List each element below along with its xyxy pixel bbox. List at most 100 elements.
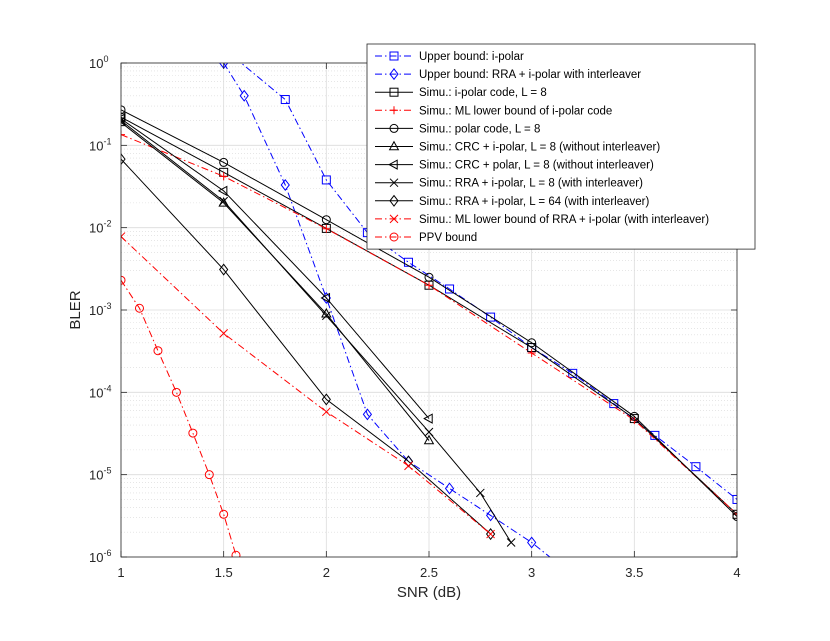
data-point (220, 45, 228, 53)
series-5 (121, 105, 737, 522)
legend-marker (389, 194, 399, 207)
data-point (425, 281, 433, 290)
data-point (527, 338, 537, 348)
legend-marker (388, 140, 400, 151)
data-point (362, 408, 373, 421)
data-point (321, 407, 331, 417)
data-point (219, 509, 229, 519)
data-point (320, 292, 331, 304)
legend-label: Simu.: RRA + i-polar, L = 64 (with inter… (419, 196, 649, 208)
x-tick-label: 3.5 (625, 565, 643, 580)
data-point (424, 427, 434, 437)
data-point (424, 272, 434, 282)
data-point (121, 275, 126, 285)
x-axis-label: SNR (dB) (397, 584, 461, 601)
data-point (321, 175, 331, 185)
legend-marker (389, 87, 399, 97)
data-point (188, 428, 198, 438)
x-tick-label: 3 (528, 565, 535, 580)
legend-entry: Upper bound: RRA + i-polar with interlea… (375, 68, 641, 81)
x-tick-label: 4 (733, 565, 740, 580)
data-point (569, 570, 577, 580)
data-point (121, 153, 126, 166)
data-point (423, 413, 433, 424)
data-point (121, 113, 125, 125)
legend-entry: Simu.: ML lower bound of i-polar code (375, 105, 612, 117)
series-10 (121, 232, 495, 539)
data-point (321, 393, 331, 406)
legend-label: Simu.: i-polar code, L = 8 (419, 87, 547, 99)
data-point (485, 528, 496, 541)
data-point (204, 470, 214, 480)
legend-marker (388, 159, 398, 170)
data-point (527, 536, 537, 549)
data-point (219, 172, 228, 181)
legend-marker (389, 123, 399, 133)
x-tick-label: 1.5 (215, 565, 233, 580)
series-line (121, 158, 491, 535)
data-point (609, 399, 619, 409)
legend-entry: Simu.: CRC + polar, L = 8 (without inter… (375, 159, 654, 172)
y-tick-label: 100 (89, 54, 108, 71)
data-point (691, 462, 701, 472)
legend-marker (389, 232, 399, 242)
legend-marker (389, 178, 399, 188)
data-point (403, 455, 414, 468)
legend-marker (389, 68, 399, 81)
data-point (231, 550, 241, 557)
legend-label: Simu.: RRA + i-polar, L = 8 (with interl… (419, 178, 643, 190)
series-line (223, 63, 551, 557)
legend-label: Simu.: polar code, L = 8 (419, 123, 540, 135)
series-line (240, 63, 737, 500)
data-point (732, 494, 737, 504)
series-1 (220, 45, 737, 504)
data-point (153, 346, 163, 356)
legend-entry: Simu.: polar code, L = 8 (375, 123, 540, 135)
series-line (121, 109, 737, 517)
series-9 (121, 153, 496, 541)
data-point (121, 116, 126, 125)
data-point (322, 224, 331, 233)
series-line (121, 118, 430, 419)
data-point (219, 196, 229, 206)
data-point (527, 349, 536, 358)
legend-entry: Simu.: RRA + i-polar, L = 64 (with inter… (375, 194, 649, 208)
legend: Upper bound: i-polar Upper bound: RRA + i… (366, 43, 756, 250)
data-point (219, 329, 229, 338)
series-line (121, 120, 512, 543)
y-tick-label: 10-1 (89, 136, 111, 153)
legend-entry: Simu.: CRC + i-polar, L = 8 (without int… (375, 140, 660, 154)
data-point (321, 311, 331, 321)
legend-marker (389, 214, 399, 224)
data-point (218, 197, 229, 207)
y-axis-label: BLER (67, 290, 84, 329)
y-tick-label: 10-3 (89, 301, 111, 318)
x-tick-label: 1 (117, 565, 124, 580)
legend-marker (390, 106, 398, 115)
data-point (486, 529, 495, 539)
legend-label: Simu.: ML lower bound of RRA + i-polar (… (419, 214, 709, 226)
legend-entry: Simu.: RRA + i-polar, L = 8 (with interl… (375, 178, 643, 190)
data-point (280, 178, 290, 191)
series-7 (121, 113, 433, 424)
series-8 (121, 116, 516, 547)
legend-label: PPV bound (419, 232, 477, 244)
series-11 (121, 275, 241, 557)
legend-label: Simu.: ML lower bound of i-polar code (419, 105, 612, 117)
y-tick-label: 10-6 (89, 548, 111, 565)
data-point (280, 95, 290, 105)
legend-entry: Upper bound: i-polar (375, 51, 524, 63)
data-point (629, 411, 639, 421)
series-line (121, 279, 237, 556)
data-point (171, 387, 181, 397)
data-point (239, 89, 249, 102)
x-tick-label: 2.5 (420, 565, 438, 580)
data-point (404, 461, 413, 471)
data-point (321, 215, 331, 225)
data-point (506, 538, 516, 547)
data-point (219, 157, 229, 167)
legend-entry: Simu.: i-polar code, L = 8 (375, 87, 547, 99)
legend-marker (389, 51, 399, 61)
y-tick-label: 10-4 (89, 383, 111, 400)
